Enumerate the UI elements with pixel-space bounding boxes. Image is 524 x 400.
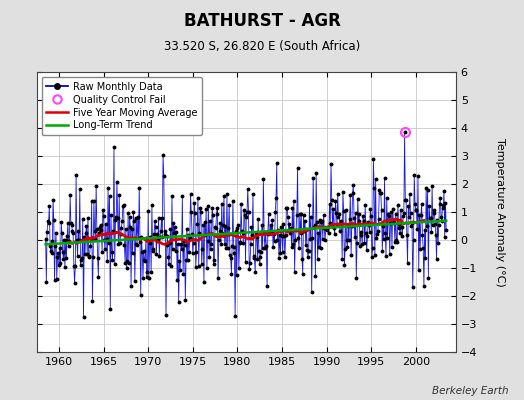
Y-axis label: Temperature Anomaly (°C): Temperature Anomaly (°C) xyxy=(495,138,505,286)
Legend: Raw Monthly Data, Quality Control Fail, Five Year Moving Average, Long-Term Tren: Raw Monthly Data, Quality Control Fail, … xyxy=(41,77,202,135)
Text: 33.520 S, 26.820 E (South Africa): 33.520 S, 26.820 E (South Africa) xyxy=(164,40,360,53)
Text: Berkeley Earth: Berkeley Earth xyxy=(432,386,508,396)
Text: BATHURST - AGR: BATHURST - AGR xyxy=(183,12,341,30)
